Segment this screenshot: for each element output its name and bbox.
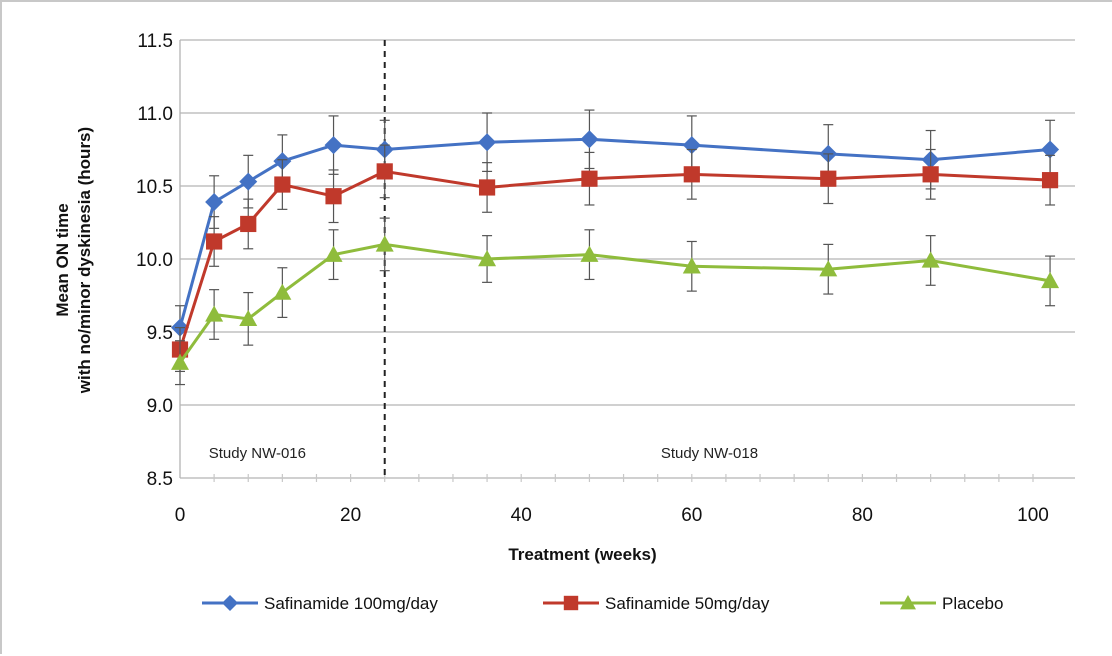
placebo-point <box>375 235 394 252</box>
x-tick-label: 0 <box>175 505 186 526</box>
placebo-point <box>921 251 940 268</box>
placebo-point <box>324 245 343 262</box>
safinamide-100-point <box>580 130 599 149</box>
safinamide-100-point <box>205 193 224 212</box>
placebo-point <box>171 353 189 370</box>
x-tick-label: 60 <box>681 505 702 526</box>
safinamide-50-point <box>274 176 291 193</box>
safinamide-50-point <box>820 170 837 187</box>
safinamide-50-point <box>240 215 257 233</box>
y-tick-label: 11.5 <box>137 31 173 52</box>
safinamide-50-legend-marker <box>563 595 579 611</box>
placebo-point <box>205 305 224 322</box>
y-tick-label: 9.0 <box>147 396 173 417</box>
safinamide-50-point <box>206 233 223 250</box>
safinamide-50-point <box>922 166 939 183</box>
safinamide-100-point <box>1041 140 1060 159</box>
placebo-point <box>580 245 599 262</box>
placebo-legend-marker <box>900 595 916 610</box>
placebo-point <box>682 257 701 274</box>
safinamide-50-point <box>478 179 496 196</box>
x-tick-label: 80 <box>852 505 873 526</box>
placebo-point <box>239 309 258 327</box>
safinamide-50-point <box>683 166 700 183</box>
y-axis-title-line2: with no/minor dyskinesia (hours) <box>75 127 94 394</box>
y-axis-title: Mean ON time with no/minor dyskinesia (ho… <box>53 127 94 394</box>
safinamide-50-point <box>581 170 598 187</box>
placebo-point <box>273 283 292 300</box>
placebo-line <box>178 242 1051 364</box>
x-tick-label: 20 <box>340 505 361 526</box>
y-axis-title-line1: Mean ON time <box>53 203 72 316</box>
safinamide-100-legend-marker <box>222 595 238 611</box>
study-phase-label: Study NW-018 <box>661 445 758 462</box>
safinamide-100-legend-label: Safinamide 100mg/day <box>264 594 438 613</box>
safinamide-50-legend-label: Safinamide 50mg/day <box>605 594 770 613</box>
y-tick-label: 10.0 <box>136 250 173 271</box>
safinamide-100-point <box>239 172 258 191</box>
safinamide-100-point <box>478 133 497 152</box>
placebo-legend-label: Placebo <box>942 594 1003 613</box>
y-tick-label: 9.5 <box>147 323 173 344</box>
safinamide-50-point <box>1041 172 1059 189</box>
x-axis-title: Treatment (weeks) <box>508 545 656 564</box>
y-tick-label: 11.0 <box>137 104 173 125</box>
placebo-point <box>478 250 497 267</box>
placebo-point <box>1041 271 1060 289</box>
safinamide-50-point <box>376 163 393 180</box>
safinamide-100-line <box>178 137 1051 329</box>
x-tick-label: 100 <box>1017 505 1049 526</box>
placebo-point <box>819 260 838 277</box>
safinamide-50-point <box>325 188 342 205</box>
y-tick-label: 8.5 <box>147 469 173 490</box>
study-phase-label: Study NW-016 <box>209 445 306 462</box>
safinamide-100-point <box>324 136 343 155</box>
y-tick-label: 10.5 <box>136 177 173 198</box>
x-tick-label: 40 <box>511 505 532 526</box>
